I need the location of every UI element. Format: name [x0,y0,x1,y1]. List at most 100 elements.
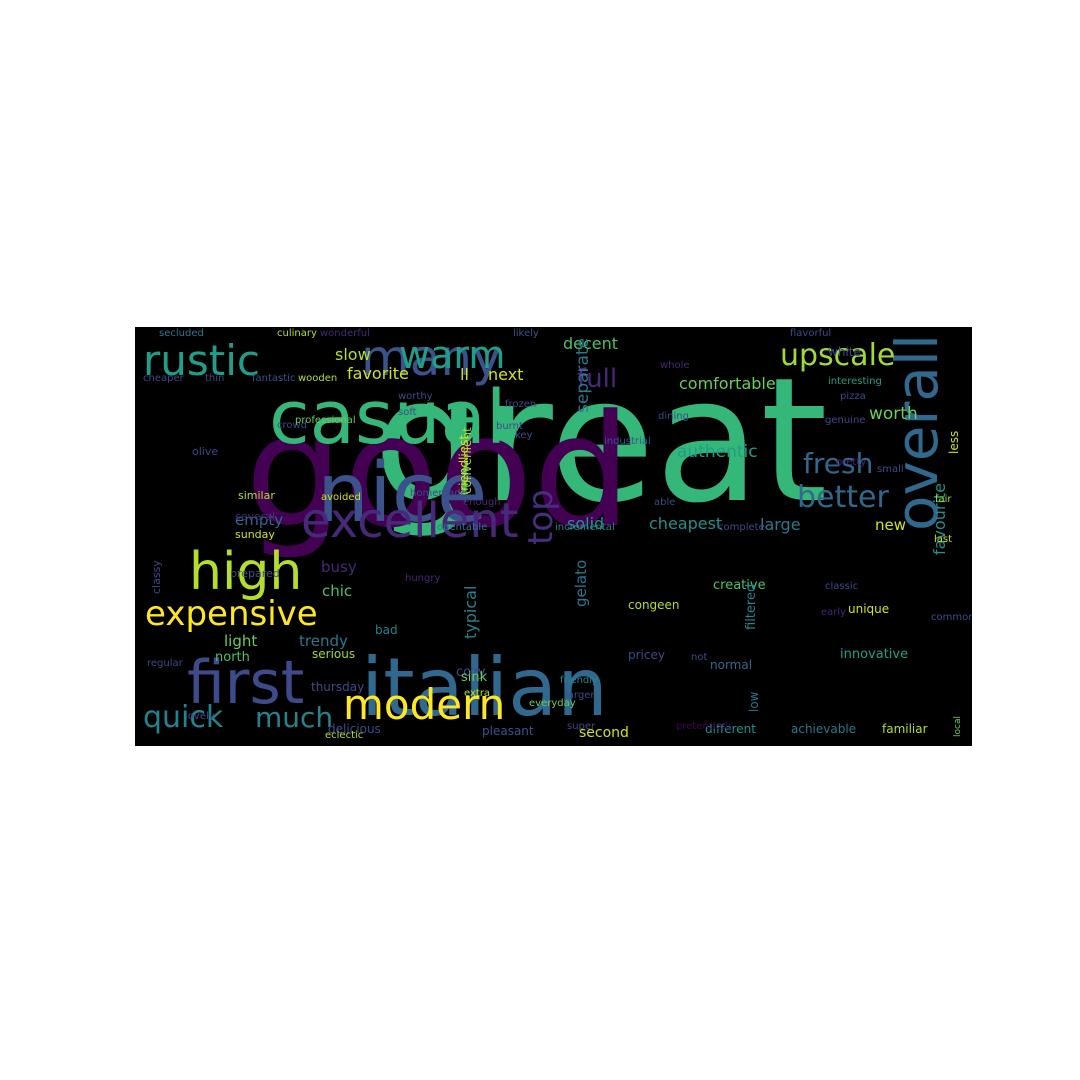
word-pleasant: pleasant [482,724,534,738]
word-small: small [877,464,904,475]
word-pizza: pizza [840,391,866,402]
word-better: better [797,480,889,515]
word-sink: sink [461,670,488,685]
word-whole: whole [660,360,690,371]
word-dining: dining [658,411,689,422]
word-filtered: filtered [744,584,759,630]
word-favorite: favorite [347,364,409,383]
word-top: top [521,489,561,545]
word-slow: slow [335,345,371,364]
word-different: different [705,722,756,736]
word-unique: unique [848,602,889,616]
word-classy: classy [150,560,163,594]
word-regular: regular [147,658,184,669]
word-rustic: rustic [143,336,260,385]
word-expensive: expensive [145,594,318,634]
word-great: great [373,340,828,541]
word-friendliest: friendliest [457,435,471,495]
word-normal: normal [710,658,752,672]
word-italian: italian [361,641,608,734]
word-opentable: opentable [437,522,487,533]
word-north: north [215,650,250,665]
word-warm: warm [399,333,505,377]
word-next: next [488,365,523,384]
word-second: second [579,725,629,741]
word-overall: overall [883,334,951,531]
word-homemade: homemade [410,488,467,499]
word-excellent: excellent [301,493,519,549]
word-solid: solid [567,514,604,533]
word-authentic: authentic [677,442,758,462]
word-serious: serious [312,647,355,661]
word-chic: chic [322,582,352,600]
word-bad: bad [375,623,398,637]
word-congeen: congeen [628,598,680,612]
word-white: white [828,345,861,359]
word-common: common [931,612,972,623]
word-busy: busy [321,558,357,576]
word-classic: classic [825,581,858,592]
word-first: first [187,648,304,718]
word-decent: decent [563,334,618,353]
word-likely: likely [513,328,539,339]
word-thursday: thursday [311,680,364,694]
word-gelato: gelato [572,560,590,607]
word-avoided: avoided [321,492,361,503]
word-flavorful: flavorful [790,328,831,339]
word-larger: larger [565,690,595,701]
word-comfortable: comfortable [679,374,776,393]
word-incremental: incremental [555,522,615,533]
word-able: able [654,497,675,508]
word-worth: worth [869,404,918,424]
word-innovative: innovative [840,647,908,662]
word-much: much [255,701,333,734]
word-trendy: trendy [299,632,348,650]
word-thin: thin [205,373,224,384]
word-ll: ll [460,365,469,384]
word-culinary: culinary [277,328,317,339]
word-wonderful: wonderful [320,328,370,339]
word-typical: typical [461,586,480,639]
word-cozy: cozy [456,665,486,680]
word-complete: complete [718,522,765,533]
word-burnt: burnt [496,421,523,432]
word-cheapest: cheapest [649,514,722,533]
word-upscale: upscale [780,338,895,373]
word-large: large [760,515,801,534]
word-super: super [567,721,596,732]
word-olive: olive [192,445,218,458]
word-worthy: worthy [398,391,433,402]
word-wooden: wooden [298,373,337,384]
word-professional: professional [295,415,356,426]
word-fresh: fresh [803,447,873,480]
word-everyday: everyday [529,698,576,709]
word-nice: nice [317,446,487,541]
word-casual: casual [269,375,506,461]
word-good: good [245,381,631,562]
word-hungry: hungry [405,573,440,584]
word-several: several [235,510,275,523]
word-fantastic: fantastic [252,373,295,384]
word-extra: extra [464,688,490,699]
word-light: light [224,632,257,650]
word-pretentious: pretentious [676,721,733,732]
word-fair: fair [935,494,952,505]
word-pricey: pricey [628,648,665,662]
word-soft: soft [398,407,417,418]
word-crowd: crowd [277,420,307,431]
word-high: high [189,542,302,602]
word-friendly: friendly [560,675,598,686]
word-full: full [577,364,617,394]
word-low: low [747,691,761,712]
word-lovely: lovely [185,711,215,722]
word-familiar: familiar [882,722,928,736]
word-sunday: sunday [235,528,275,541]
word-enough: enough [463,497,501,508]
word-early: early [821,607,846,618]
word-convenient: convenient [460,427,474,494]
word-prepared: prepared [230,567,280,580]
word-creative: creative [713,578,766,593]
word-similar: similar [238,489,275,502]
word-quick: quick [143,700,224,735]
word-achievable: achievable [791,722,856,736]
